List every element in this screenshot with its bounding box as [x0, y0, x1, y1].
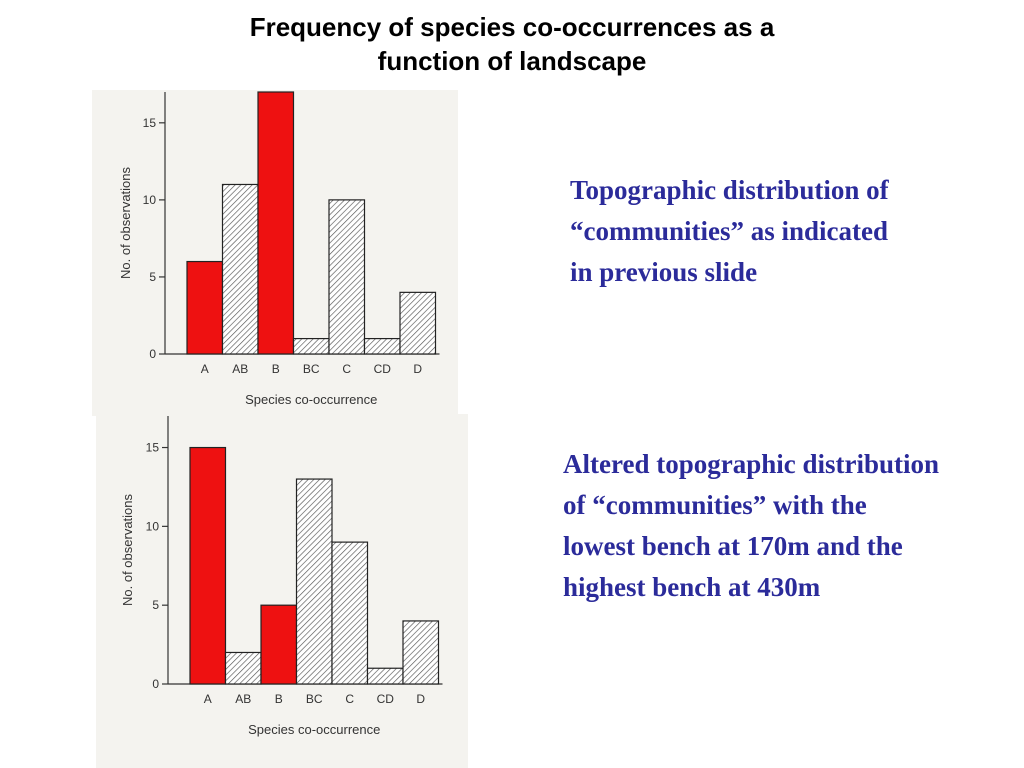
- bar-bc: [295, 478, 333, 685]
- bar-b: [260, 604, 298, 685]
- bar-cd: [366, 667, 404, 685]
- y-tick-label: 15: [146, 441, 160, 455]
- y-tick-label: 0: [149, 347, 156, 361]
- slide-title-line-1: Frequency of species co-occurrences as a: [249, 12, 775, 42]
- y-tick-label: 10: [146, 519, 160, 533]
- bar-chart-altered-svg: 0 5 10 15 A AB B BC C CD D Species co-occurrence No.…: [120, 416, 443, 737]
- x-category-label: CD: [374, 362, 392, 376]
- y-tick-label: 0: [152, 677, 159, 691]
- bar-a: [189, 446, 227, 685]
- y-axis-title: No. of observations: [120, 494, 135, 607]
- x-category-label: CD: [377, 692, 395, 706]
- y-tick-label: 15: [143, 116, 157, 130]
- y-tick-label: 10: [143, 193, 157, 207]
- bar-cd: [363, 337, 401, 355]
- x-axis-title: Species co-occurrence: [248, 722, 380, 737]
- x-category-label: A: [201, 362, 209, 376]
- bar-a: [186, 260, 224, 355]
- slide-title: Frequency of species co-occurrences as a…: [140, 10, 884, 78]
- bar-d: [402, 620, 440, 685]
- bar-chart-original-svg: 0 5 10 15 A AB B BC C CD D Species co-occurrence No.…: [118, 91, 440, 407]
- caption-original-distribution: Topographic distribution of “communities…: [570, 175, 889, 287]
- caption-altered-distribution: Altered topographic distribution of “com…: [563, 449, 940, 602]
- x-category-label: C: [342, 362, 351, 376]
- bar-ab: [221, 183, 259, 355]
- y-axis-title: No. of observations: [118, 167, 133, 280]
- y-tick-label: 5: [152, 598, 159, 612]
- bar-b: [257, 91, 295, 355]
- x-category-label: A: [204, 692, 212, 706]
- x-category-label: D: [416, 692, 425, 706]
- bar-c: [328, 199, 366, 355]
- x-category-label: C: [345, 692, 354, 706]
- x-category-label: BC: [306, 692, 323, 706]
- x-category-label: B: [272, 362, 280, 376]
- bar-ab: [224, 651, 262, 685]
- x-axis-title: Species co-occurrence: [245, 392, 377, 407]
- x-category-label: D: [413, 362, 422, 376]
- x-category-label: AB: [235, 692, 251, 706]
- bar-c: [331, 541, 369, 685]
- slide-title-line-2: function of landscape: [377, 46, 647, 76]
- bar-chart-altered: 0 5 10 15 A AB B BC C CD D Species co-occurrence No.…: [96, 414, 468, 768]
- x-category-label: BC: [303, 362, 320, 376]
- x-category-label: AB: [232, 362, 248, 376]
- x-category-label: B: [275, 692, 283, 706]
- y-tick-label: 5: [149, 270, 156, 284]
- bar-bc: [292, 337, 330, 355]
- bar-chart-original: 0 5 10 15 A AB B BC C CD D Species co-occurrence No.…: [92, 90, 458, 416]
- bar-d: [399, 291, 437, 355]
